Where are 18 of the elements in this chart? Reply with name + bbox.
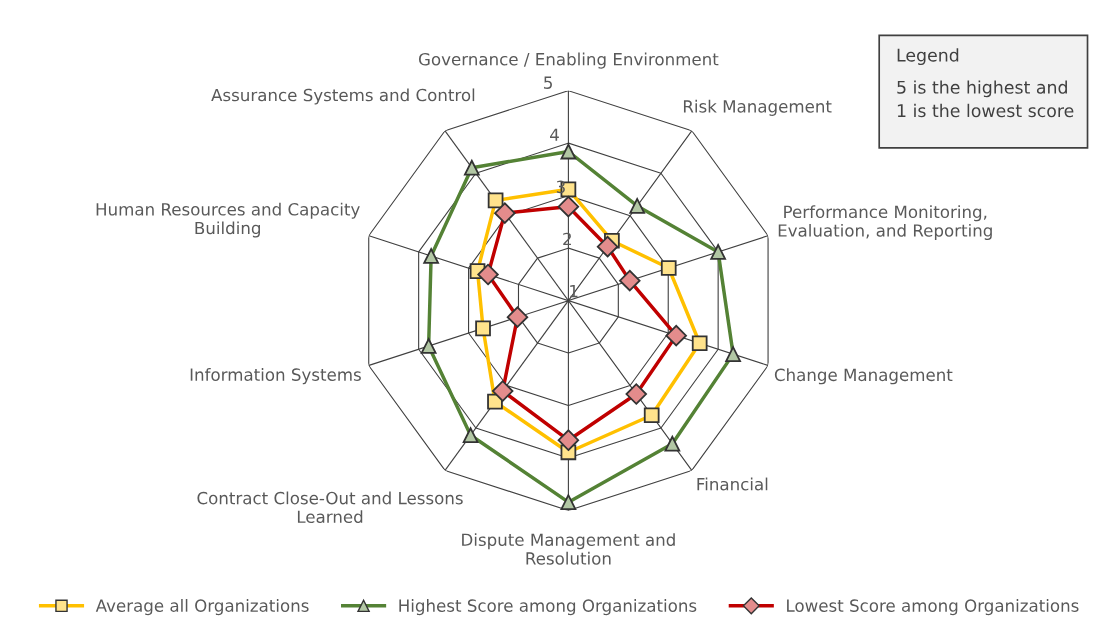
spoke-label: Governance / Enabling Environment — [418, 52, 719, 69]
legend-label: Lowest Score among Organizations — [787, 599, 1079, 616]
spoke-label: Human Resources and Capacity Building — [96, 202, 360, 238]
legend-label: Average all Organizations — [95, 599, 309, 616]
spoke-label: Financial — [697, 477, 768, 491]
spoke-label: Performance Monitoring, Evaluation, and Reporting — [778, 205, 992, 241]
text: 5 is the highest and 1 is the lowest score — [897, 80, 1074, 118]
text: Legend — [897, 48, 959, 66]
spoke-label: Assurance Systems and Control — [211, 88, 475, 105]
y-tick-label: 4 — [550, 128, 559, 141]
spoke-label: Risk Management — [683, 99, 832, 116]
spoke-label: Change Management — [774, 368, 953, 385]
legend-label: Highest Score among Organizations — [399, 599, 697, 616]
spoke-label: Contract Close-Out and Lessons Learned — [197, 491, 463, 524]
spoke-label: Dispute Management and Resolution — [462, 533, 675, 565]
y-tick-label: 3 — [556, 180, 565, 194]
y-tick-label: 5 — [544, 76, 552, 89]
spoke-label: Information Systems — [190, 368, 361, 385]
